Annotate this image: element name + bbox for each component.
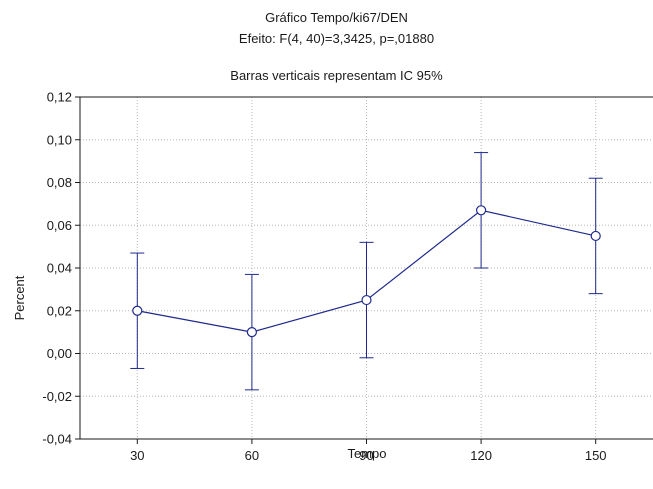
y-tick-label: 0,04 bbox=[47, 261, 72, 276]
y-tick-label: -0,04 bbox=[42, 432, 72, 447]
data-point[interactable] bbox=[476, 205, 487, 216]
chart-note: Barras verticais representam IC 95% bbox=[230, 68, 443, 83]
data-point[interactable] bbox=[590, 230, 601, 242]
y-tick-label: 0,00 bbox=[47, 346, 72, 361]
x-tick-label: 120 bbox=[470, 448, 492, 463]
x-tick-label: 30 bbox=[130, 448, 144, 463]
chart-title: Gráfico Tempo/ki67/DEN bbox=[265, 10, 408, 25]
series-layer bbox=[130, 152, 603, 391]
y-tick-label: 0,06 bbox=[47, 218, 72, 233]
y-tick-label: 0,12 bbox=[47, 90, 72, 105]
y-tick-label: 0,08 bbox=[47, 175, 72, 190]
y-axis-label: Percent bbox=[12, 275, 27, 320]
y-tick-label: 0,10 bbox=[47, 132, 72, 147]
x-tick-label: 150 bbox=[585, 448, 607, 463]
y-tick-label: 0,02 bbox=[47, 303, 72, 318]
x-axis-label: Tempo bbox=[347, 446, 386, 461]
data-point[interactable] bbox=[361, 294, 372, 306]
x-tick-label: 90 bbox=[359, 448, 373, 463]
axis-layer: -0,04 -0,02 0,00 0,02 0,04 0,06 0,08 0,10 0,12 30… bbox=[42, 90, 653, 463]
y-tick-label: -0,02 bbox=[42, 389, 72, 404]
chart-subtitle: Efeito: F(4, 40)=3,3425, p=,01880 bbox=[238, 31, 435, 46]
data-point[interactable] bbox=[132, 305, 143, 316]
data-point[interactable] bbox=[246, 327, 257, 338]
x-tick-label: 60 bbox=[245, 448, 259, 463]
